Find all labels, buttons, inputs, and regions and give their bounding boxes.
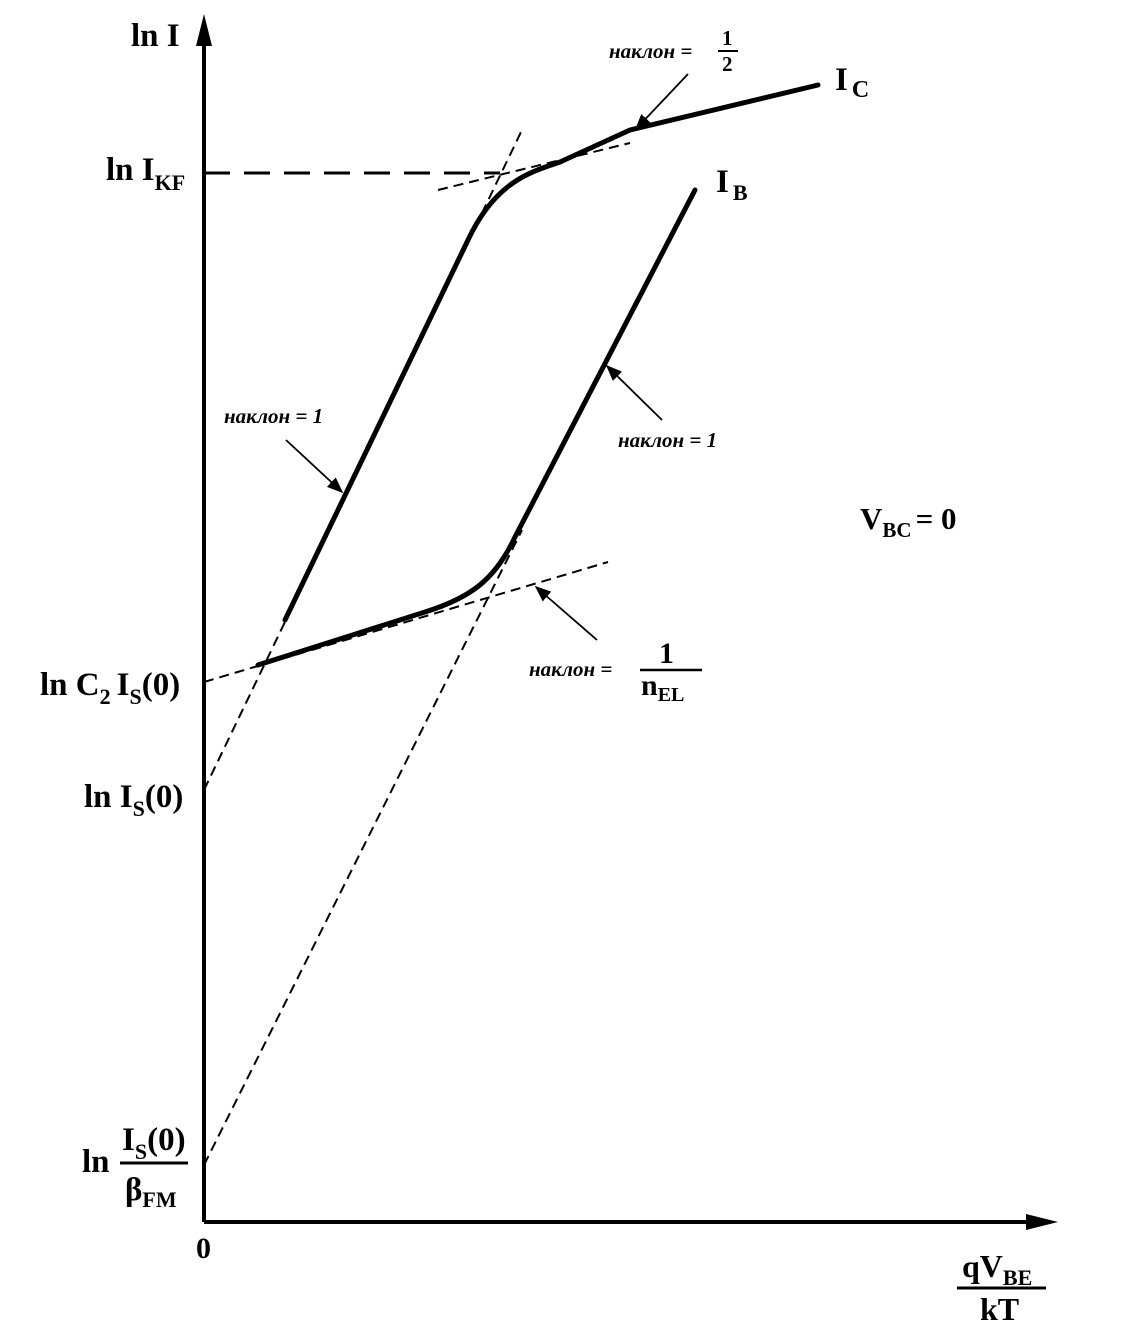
slope-half-annotation: наклон = 1 2 xyxy=(609,26,738,76)
slope-one-ic-annotation: наклон = 1 xyxy=(224,404,323,428)
ic-curve xyxy=(282,82,821,623)
slope-one-ib-arrow xyxy=(605,364,663,421)
x-axis-arrowhead xyxy=(1026,1214,1058,1230)
y-tick-ln-c2is: ln C2 IS(0) xyxy=(40,667,180,709)
y-tick-ln-is: ln IS(0) xyxy=(84,779,183,821)
y-tick-beta-denominator: βFM xyxy=(125,1172,177,1212)
x-axis-label-denominator: kT xyxy=(980,1291,1019,1327)
x-axis-label-numerator: qV xyxy=(962,1248,1003,1284)
y-tick-ln-prefix: ln xyxy=(82,1144,110,1180)
slope-one-ib-annotation: наклон = 1 xyxy=(618,428,717,452)
slope-nel-numerator: 1 xyxy=(659,637,674,670)
slope-one-ic-arrow xyxy=(285,439,344,494)
y-axis-arrowhead xyxy=(196,14,212,46)
slope-nel-annotation: наклон = 1 nEL xyxy=(529,637,702,706)
x-axis-label: qVBE kT xyxy=(957,1248,1046,1327)
slope-half-text: наклон = xyxy=(609,39,692,63)
slope-half-arrow xyxy=(634,73,689,131)
slope-half-numerator: 1 xyxy=(722,26,733,50)
y-axis-label: ln I xyxy=(131,18,180,54)
ib-curve xyxy=(255,187,698,668)
slope-half-denominator: 2 xyxy=(722,52,733,76)
x-axis-label-numerator-sub: BE xyxy=(1003,1265,1032,1290)
svg-text:qVBE: qVBE xyxy=(962,1248,1032,1290)
slope-nel-arrow xyxy=(534,585,598,641)
y-tick-ln-is-over-beta: ln IS(0) βFM xyxy=(82,1122,188,1212)
vbc-condition: VBC = 0 xyxy=(860,501,957,542)
slope-nel-text: наклон = xyxy=(529,657,612,681)
ic-slope-half-asymptote xyxy=(437,142,631,191)
y-tick-is-numerator: IS(0) xyxy=(122,1122,186,1164)
ib-slope-one-asymptote xyxy=(203,529,523,1166)
slope-nel-denominator: nEL xyxy=(641,669,684,706)
y-tick-ln-ikf: ln IKF xyxy=(106,152,185,195)
origin-label: 0 xyxy=(196,1232,211,1265)
